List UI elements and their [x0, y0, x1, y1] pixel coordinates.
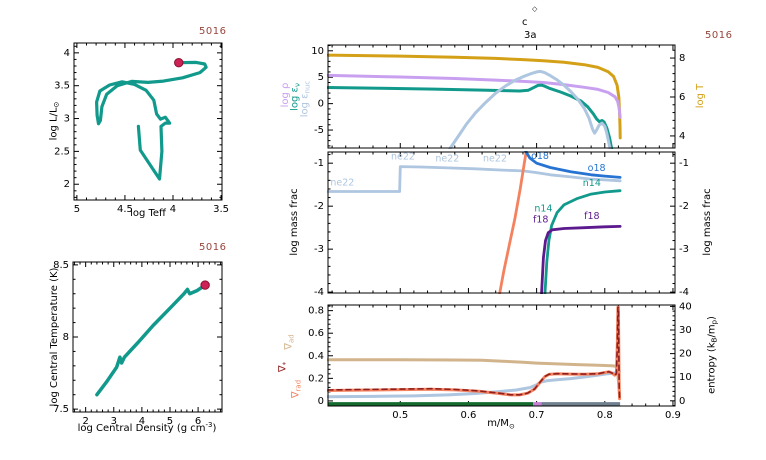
svg-text:0.2: 0.2 [308, 373, 324, 384]
svg-text:30: 30 [679, 325, 692, 336]
curve-label-o18: o18 [531, 151, 549, 162]
hr-xaxis-label: log Teff [130, 208, 166, 219]
svg-text:-3: -3 [314, 244, 324, 255]
svg-text:3: 3 [64, 114, 70, 125]
panel-prof_mid: -1 -1 -2 -2 -3 -3 -4 -4 ne22 ne22 ne22 ne22 o18 o18 n1… [314, 151, 689, 298]
model-number-profile: 5016 [705, 30, 733, 41]
svg-text:0.6: 0.6 [308, 328, 324, 339]
svg-text:20: 20 [679, 349, 692, 360]
series-grad-star-dashed [327, 306, 621, 400]
mass-xaxis-label: m/M⊙ [487, 418, 515, 431]
logmassfrac-right-label: log mass frac [702, 188, 713, 256]
curve-label-ne22: ne22 [391, 152, 415, 163]
panel-trho: 2 3 4 5 6 7.5 8 8.5 [53, 260, 223, 427]
burn-annotation-diamond-icon: ◇ [532, 5, 538, 13]
svg-text:-2: -2 [679, 201, 689, 212]
svg-text:-3: -3 [679, 244, 689, 255]
logepsnuc-axis-label: log εnuc [299, 80, 312, 118]
svg-text:4: 4 [679, 131, 685, 142]
model-number-trho: 5016 [199, 242, 227, 253]
svg-text:5: 5 [167, 416, 173, 427]
series-n14 [543, 189, 622, 294]
svg-text:0.8: 0.8 [308, 306, 324, 317]
svg-text:2: 2 [64, 179, 70, 190]
curve-label-n14: n14 [583, 178, 601, 189]
svg-text:5: 5 [318, 72, 324, 83]
gradstar-axis-label: ∇* [277, 361, 290, 373]
svg-text:0.4: 0.4 [308, 351, 324, 362]
svg-text:10: 10 [679, 372, 692, 383]
svg-text:4.5: 4.5 [117, 204, 133, 215]
series-grad-rad [327, 305, 622, 401]
curve-label-ne22: ne22 [330, 178, 354, 189]
svg-text:-4: -4 [314, 287, 324, 298]
curve-label-ne22: ne22 [483, 153, 507, 164]
series-log-eps-nu [327, 83, 614, 149]
svg-text:8.5: 8.5 [53, 260, 69, 271]
series-ne22 [327, 165, 622, 193]
svg-text:0.8: 0.8 [597, 410, 613, 421]
svg-text:-1: -1 [679, 158, 689, 169]
svg-text:6: 6 [195, 416, 201, 427]
svg-text:0.5: 0.5 [392, 410, 408, 421]
series-o18 [524, 151, 622, 179]
trho-xaxis-label: log Central Density (g cm-3) [77, 421, 217, 434]
svg-text:6: 6 [679, 92, 685, 103]
svg-text:0.6: 0.6 [460, 410, 476, 421]
svg-text:0.9: 0.9 [665, 410, 681, 421]
burn-annotation-c: c [522, 17, 528, 28]
svg-text:3.5: 3.5 [213, 204, 229, 215]
svg-text:-5: -5 [314, 125, 324, 136]
trho-yaxis-label: log Central Temperature (K) [49, 267, 60, 407]
svg-text:0.7: 0.7 [529, 410, 545, 421]
curve-label-f18: f18 [533, 215, 548, 226]
curve-label-ne22: ne22 [435, 153, 459, 164]
model-number-hr: 5016 [199, 26, 227, 37]
entropy-axis-label: entropy (kB/mp) [706, 316, 719, 394]
series-h1 [498, 151, 528, 294]
svg-text:2.5: 2.5 [54, 146, 70, 157]
burn-annotation-3a: 3a [524, 30, 537, 41]
gradrad-axis-label: ∇rad [290, 379, 303, 399]
svg-text:10: 10 [311, 46, 324, 57]
series-log-eps-nuc [448, 69, 612, 149]
series-log-rho [327, 73, 622, 119]
svg-text:-2: -2 [314, 201, 324, 212]
logmassfrac-left-label: log mass frac [289, 188, 300, 256]
gradad-axis-label: ∇ad [283, 334, 296, 350]
svg-text:0: 0 [318, 99, 324, 110]
hr-yaxis-label: log L/L⊙ [48, 101, 61, 141]
svg-text:4: 4 [64, 48, 70, 59]
series-track-trho [95, 283, 207, 397]
panel-prof_top: 10 5 0 -5 8 6 4 [311, 44, 685, 149]
svg-text:40: 40 [679, 301, 692, 312]
svg-text:7.5: 7.5 [53, 404, 69, 415]
svg-text:3.5: 3.5 [54, 81, 70, 92]
svg-text:8: 8 [63, 332, 69, 343]
svg-text:8: 8 [679, 53, 685, 64]
panel-prof_bot: 0.5 0.6 0.7 0.8 0.9 0 0.2 0.4 0.6 0.8 0 10 20 30 40 [308, 301, 692, 421]
series-f18 [540, 224, 622, 294]
svg-text:4: 4 [170, 204, 176, 215]
series-track-hr [94, 60, 208, 181]
current-model-marker [200, 280, 210, 290]
svg-text:3: 3 [111, 416, 117, 427]
current-model-marker [174, 58, 184, 68]
svg-text:5: 5 [74, 204, 80, 215]
svg-text:4: 4 [139, 416, 145, 427]
curve-label-o18: o18 [588, 163, 606, 174]
logT-axis-label: log T [695, 83, 706, 109]
panel-hr: 5 4.5 4 3.5 2 2.5 3 3.5 4 [54, 42, 229, 215]
svg-text:0: 0 [679, 396, 685, 407]
curve-label-n14: n14 [534, 203, 552, 214]
svg-text:0: 0 [318, 396, 324, 407]
svg-text:2: 2 [82, 416, 88, 427]
curve-label-f18: f18 [584, 211, 599, 222]
svg-text:-4: -4 [679, 287, 689, 298]
svg-text:-1: -1 [314, 158, 324, 169]
